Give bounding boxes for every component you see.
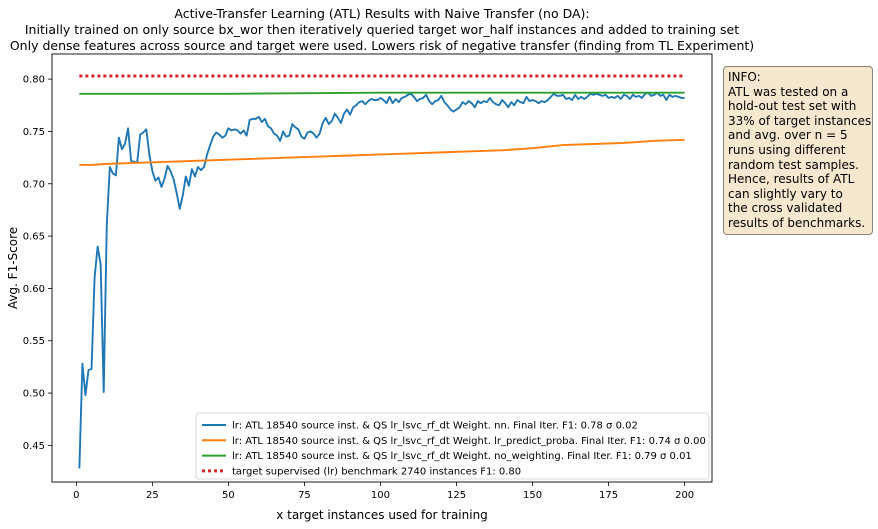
y-tick-label: 0.60 [23, 284, 45, 295]
info-line: runs using different [728, 142, 846, 157]
series-line-0 [78, 91, 685, 469]
x-tick-label: 50 [222, 490, 235, 501]
chart-title-line: Active-Transfer Learning (ATL) Results w… [174, 6, 589, 21]
x-tick-label: 0 [73, 490, 79, 501]
legend-label-3: target supervised (lr) benchmark 2740 in… [232, 466, 521, 477]
legend-frame [195, 412, 710, 480]
info-line: Hence, results of ATL [728, 172, 855, 187]
legend-label-2: lr: ATL 18540 source inst. & QS lr_lsvc_… [232, 451, 692, 462]
chart-title: Active-Transfer Learning (ATL) Results w… [10, 6, 754, 53]
y-axis-ticks: 0.45 0.50 0.55 0.60 0.65 0.70 0.75 0.80 [23, 75, 52, 452]
chart-title-line: Only dense features across source and ta… [10, 38, 754, 53]
series-line-2 [79, 91, 685, 95]
info-line: ATL was tested on a [728, 84, 849, 99]
info-line: results of benchmarks. [728, 215, 866, 230]
y-tick-label: 0.65 [23, 232, 45, 243]
x-tick-label: 125 [447, 490, 466, 501]
x-tick-label: 175 [599, 490, 618, 501]
info-line: hold-out test set with [728, 99, 857, 114]
series-lines [78, 74, 685, 469]
y-tick-label: 0.50 [23, 389, 45, 400]
y-tick-label: 0.75 [23, 127, 45, 138]
info-line: random test samples. [728, 157, 859, 172]
y-tick-label: 0.45 [23, 441, 45, 452]
x-tick-label: 150 [523, 490, 542, 501]
legend-label-0: lr: ATL 18540 source inst. & QS lr_lsvc_… [232, 421, 638, 432]
plot-area-frame [51, 53, 713, 483]
x-axis-ticks: 0 25 50 75 100 125 150 175 200 [73, 482, 694, 501]
x-tick-label: 100 [371, 490, 390, 501]
x-axis-label: x target instances used for training [276, 508, 488, 522]
legend: lr: ATL 18540 source inst. & QS lr_lsvc_… [195, 412, 710, 480]
info-line: the cross validated [728, 201, 843, 216]
series-line-1 [79, 138, 685, 166]
info-line: INFO: [728, 70, 761, 84]
y-axis-label: Avg. F1-Score [6, 227, 20, 309]
chart-title-line: Initially trained on only source bx_wor … [25, 22, 739, 37]
y-tick-label: 0.80 [23, 75, 45, 86]
info-line: can slightly vary to [728, 186, 843, 201]
y-tick-label: 0.70 [23, 179, 45, 190]
info-line: 33% of target instances [728, 113, 872, 128]
info-box: INFO: ATL was tested on a hold-out test … [723, 66, 873, 235]
info-line: and avg. over n = 5 [728, 128, 848, 143]
y-tick-label: 0.55 [23, 336, 45, 347]
x-tick-label: 200 [675, 490, 694, 501]
x-tick-label: 75 [298, 490, 311, 501]
legend-label-1: lr: ATL 18540 source inst. & QS lr_lsvc_… [232, 436, 706, 447]
x-tick-label: 25 [146, 490, 159, 501]
